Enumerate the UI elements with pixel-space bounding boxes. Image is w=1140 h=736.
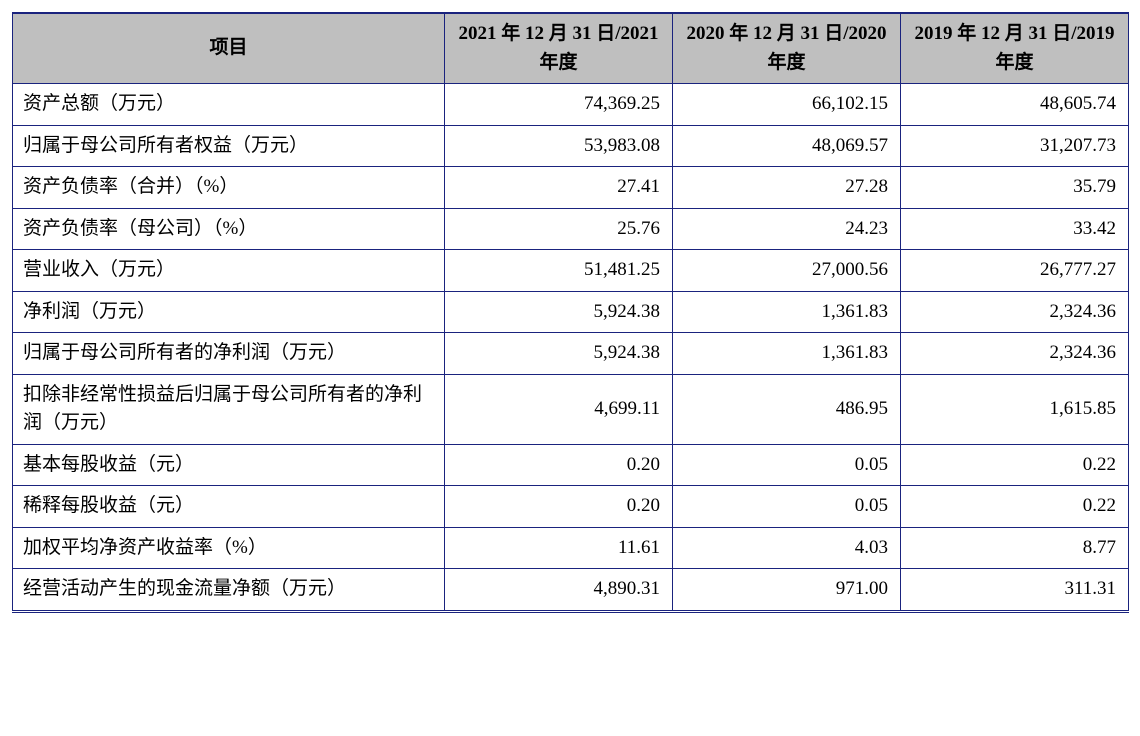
row-value: 0.05 [673,444,901,486]
row-label: 营业收入（万元） [13,250,445,292]
financial-table: 项目 2021 年 12 月 31 日/2021 年度 2020 年 12 月 … [12,12,1129,613]
col-header-2021: 2021 年 12 月 31 日/2021 年度 [445,13,673,84]
row-value: 486.95 [673,374,901,444]
table-row: 归属于母公司所有者的净利润（万元） 5,924.38 1,361.83 2,32… [13,333,1129,375]
table-row: 营业收入（万元） 51,481.25 27,000.56 26,777.27 [13,250,1129,292]
row-value: 4,699.11 [445,374,673,444]
row-value: 0.22 [901,486,1129,528]
table-row: 经营活动产生的现金流量净额（万元） 4,890.31 971.00 311.31 [13,569,1129,612]
row-value: 0.05 [673,486,901,528]
row-value: 0.22 [901,444,1129,486]
row-value: 0.20 [445,486,673,528]
row-label: 经营活动产生的现金流量净额（万元） [13,569,445,612]
table-row: 净利润（万元） 5,924.38 1,361.83 2,324.36 [13,291,1129,333]
table-row: 归属于母公司所有者权益（万元） 53,983.08 48,069.57 31,2… [13,125,1129,167]
row-label: 资产总额（万元） [13,84,445,126]
table-header: 项目 2021 年 12 月 31 日/2021 年度 2020 年 12 月 … [13,13,1129,84]
col-header-item: 项目 [13,13,445,84]
row-value: 53,983.08 [445,125,673,167]
table-row: 基本每股收益（元） 0.20 0.05 0.22 [13,444,1129,486]
row-value: 2,324.36 [901,291,1129,333]
row-value: 8.77 [901,527,1129,569]
row-label: 稀释每股收益（元） [13,486,445,528]
row-value: 26,777.27 [901,250,1129,292]
row-value: 35.79 [901,167,1129,209]
col-header-2020: 2020 年 12 月 31 日/2020 年度 [673,13,901,84]
row-value: 33.42 [901,208,1129,250]
row-value: 51,481.25 [445,250,673,292]
row-value: 1,615.85 [901,374,1129,444]
row-label: 基本每股收益（元） [13,444,445,486]
row-label: 扣除非经常性损益后归属于母公司所有者的净利润（万元） [13,374,445,444]
row-value: 66,102.15 [673,84,901,126]
col-header-2019: 2019 年 12 月 31 日/2019 年度 [901,13,1129,84]
row-value: 25.76 [445,208,673,250]
row-value: 971.00 [673,569,901,612]
table-row: 扣除非经常性损益后归属于母公司所有者的净利润（万元） 4,699.11 486.… [13,374,1129,444]
row-label: 资产负债率（母公司）（%） [13,208,445,250]
row-value: 48,069.57 [673,125,901,167]
table-body: 资产总额（万元） 74,369.25 66,102.15 48,605.74 归… [13,84,1129,612]
table-row: 资产负债率（合并）（%） 27.41 27.28 35.79 [13,167,1129,209]
row-value: 27.28 [673,167,901,209]
row-label: 归属于母公司所有者的净利润（万元） [13,333,445,375]
row-value: 4.03 [673,527,901,569]
row-value: 27,000.56 [673,250,901,292]
row-value: 1,361.83 [673,333,901,375]
row-value: 5,924.38 [445,291,673,333]
table-row: 资产总额（万元） 74,369.25 66,102.15 48,605.74 [13,84,1129,126]
row-value: 48,605.74 [901,84,1129,126]
row-value: 311.31 [901,569,1129,612]
row-value: 31,207.73 [901,125,1129,167]
row-value: 4,890.31 [445,569,673,612]
table-row: 稀释每股收益（元） 0.20 0.05 0.22 [13,486,1129,528]
row-value: 27.41 [445,167,673,209]
table-row: 资产负债率（母公司）（%） 25.76 24.23 33.42 [13,208,1129,250]
row-value: 1,361.83 [673,291,901,333]
row-value: 2,324.36 [901,333,1129,375]
row-label: 净利润（万元） [13,291,445,333]
row-label: 归属于母公司所有者权益（万元） [13,125,445,167]
row-label: 资产负债率（合并）（%） [13,167,445,209]
row-value: 5,924.38 [445,333,673,375]
row-value: 74,369.25 [445,84,673,126]
row-value: 24.23 [673,208,901,250]
row-value: 0.20 [445,444,673,486]
table-row: 加权平均净资产收益率（%） 11.61 4.03 8.77 [13,527,1129,569]
row-label: 加权平均净资产收益率（%） [13,527,445,569]
row-value: 11.61 [445,527,673,569]
